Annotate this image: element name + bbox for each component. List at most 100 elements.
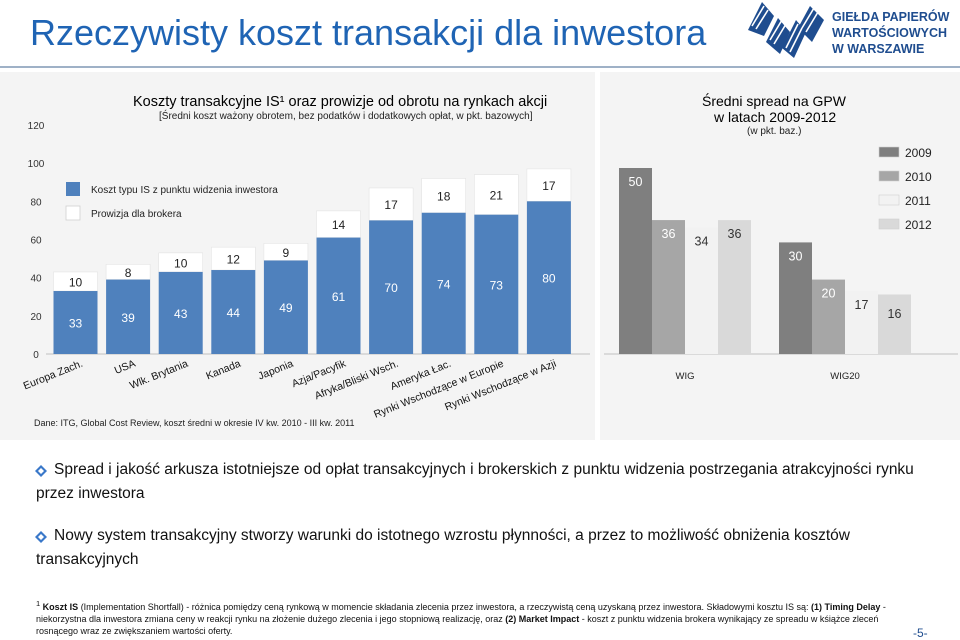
data-label-spread: 30: [789, 249, 803, 263]
data-label-spread: 36: [728, 227, 742, 241]
data-label-spread: 36: [662, 227, 676, 241]
bar-is-cost: [263, 260, 308, 354]
bar-spread-2009: [779, 242, 812, 354]
legend-swatch-is-cost: [66, 182, 80, 196]
bar-is-cost: [106, 279, 151, 354]
bar-spread-2009: [619, 168, 652, 354]
y-tick-label: 120: [28, 121, 45, 132]
data-label-is-cost: 80: [542, 272, 556, 286]
data-label-is-cost: 73: [490, 278, 504, 292]
y-tick-label: 60: [30, 236, 42, 247]
data-label-broker-fee: 21: [490, 189, 504, 203]
footnote-text-1: (Implementation Shortfall) - różnica pom…: [78, 602, 811, 612]
data-label-is-cost: 43: [174, 307, 188, 321]
data-label-broker-fee: 14: [332, 218, 346, 232]
footnote-term-3: (2) Market Impact: [505, 614, 580, 624]
logo-line-1: GIEŁDA PAPIERÓW: [832, 10, 950, 24]
bar-is-cost: [474, 214, 519, 354]
data-label-broker-fee: 12: [227, 253, 241, 267]
data-label-broker-fee: 9: [283, 246, 290, 260]
legend-label-is-cost: Koszt typu IS z punktu widzenia inwestor…: [91, 185, 278, 196]
data-label-broker-fee: 10: [69, 275, 83, 289]
data-label-spread: 20: [822, 287, 836, 301]
data-label-broker-fee: 10: [174, 256, 188, 270]
header-divider: [0, 66, 960, 68]
spread-chart-subtitle: (w pkt. baz.): [747, 126, 802, 137]
bullet-1-text: Spread i jakość arkusza istotniejsze od …: [36, 461, 914, 502]
legend-swatch-2012: [878, 218, 900, 230]
data-label-is-cost: 61: [332, 290, 346, 304]
bar-is-cost: [211, 270, 256, 354]
spread-chart-title-line2: w latach 2009-2012: [714, 109, 837, 125]
x-tick-label: WIG: [676, 371, 695, 382]
bar-spread-2011: [685, 227, 718, 354]
footnote-term: Koszt IS: [40, 602, 79, 612]
x-tick-label: Europa Zach.: [22, 358, 85, 393]
diamond-bullet-icon: [34, 462, 48, 477]
y-tick-label: 20: [30, 312, 42, 323]
bar-spread-2011: [845, 290, 878, 354]
y-tick-label: 40: [30, 274, 42, 285]
page-number: -5-: [913, 626, 928, 640]
bullet-1: Spread i jakość arkusza istotniejsze od …: [34, 458, 926, 506]
cost-chart-title: Koszty transakcyjne IS¹ oraz prowizje od…: [133, 94, 547, 110]
legend-swatch-broker-fee: [65, 205, 81, 221]
data-label-broker-fee: 17: [542, 179, 556, 193]
cost-chart: 0 20 40 60 80 100 120 33 10 Europa Zach. 39 8 USA 43 1…: [22, 121, 590, 421]
legend-label-2011: 2011: [905, 194, 931, 208]
footnote-text-3: - koszt z punktu widzenia brokera wynika…: [36, 614, 879, 636]
bar-spread-2012: [718, 220, 751, 354]
legend-label-broker-fee: Prowizja dla brokera: [91, 209, 182, 220]
data-label-spread: 17: [855, 298, 869, 312]
data-label-broker-fee: 18: [437, 190, 451, 204]
footnote-text-2: - niekorzystna dla inwestora zmiana ceny…: [36, 602, 886, 624]
x-tick-label: WIG20: [830, 371, 860, 382]
cost-chart-subtitle: [Średni koszt ważony obrotem, bez podatk…: [159, 111, 533, 122]
bar-broker-fee: [316, 210, 361, 238]
charts-svg: 0 20 40 60 80 100 120 33 10 Europa Zach. 39 8 USA 43 1…: [22, 121, 958, 421]
bar-is-cost: [369, 220, 414, 354]
spread-chart: 50 36 34 36 WIG 30 20 17 16 WIG20 2009 2010 2011 2012: [604, 146, 958, 382]
x-tick-label: USA: [113, 358, 138, 377]
legend-swatch-2011: [878, 194, 900, 206]
bar-broker-fee: [368, 187, 414, 221]
legend-label-2009: 2009: [905, 146, 932, 160]
bullet-2-text: Nowy system transakcyjny stworzy warunki…: [36, 527, 850, 568]
y-tick-label: 0: [33, 350, 39, 361]
logo-line-2: WARTOŚCIOWYCH: [832, 26, 948, 40]
page-title: Rzeczywisty koszt transakcji dla inwesto…: [30, 12, 707, 53]
bar-is-cost: [53, 291, 98, 354]
y-tick-label: 100: [28, 159, 45, 170]
bar-broker-fee: [421, 178, 467, 214]
data-label-broker-fee: 17: [384, 198, 398, 212]
bar-is-cost: [158, 271, 203, 354]
legend-label-2012: 2012: [905, 218, 932, 232]
bar-broker-fee: [526, 168, 572, 202]
footnote: 1 Koszt IS (Implementation Shortfall) - …: [36, 598, 886, 637]
gpw-logo-text: GIEŁDA PAPIERÓW WARTOŚCIOWYCH W WARSZAWI…: [832, 9, 949, 57]
bar-is-cost: [316, 237, 361, 354]
data-label-is-cost: 49: [279, 301, 293, 315]
data-label-spread: 16: [888, 307, 902, 321]
footnote-marker: 1: [36, 599, 41, 608]
footnote-term-2: (1) Timing Delay: [811, 602, 881, 612]
y-tick-label: 80: [30, 197, 42, 208]
data-label-broker-fee: 8: [125, 266, 132, 280]
spread-chart-title: Średni spread na GPW: [702, 93, 846, 109]
chart-source: Dane: ITG, Global Cost Review, koszt śre…: [34, 418, 355, 428]
data-label-is-cost: 39: [121, 311, 135, 325]
bar-spread-2010: [812, 279, 845, 354]
x-tick-label: Kanada: [204, 358, 242, 383]
data-label-is-cost: 70: [384, 281, 398, 295]
bar-spread-2012: [878, 294, 911, 354]
bar-broker-fee: [105, 264, 151, 280]
bar-spread-2010: [652, 220, 685, 354]
cost-chart-title-text: Koszty transakcyjne IS¹ oraz prowizje od…: [133, 94, 548, 110]
data-label-is-cost: 74: [437, 277, 451, 291]
bar-broker-fee: [473, 174, 519, 215]
data-label-spread: 50: [629, 175, 643, 189]
diamond-bullet-icon: [34, 528, 48, 543]
legend-swatch-2009: [878, 146, 900, 158]
data-label-spread: 34: [695, 235, 709, 249]
bar-is-cost: [421, 212, 466, 354]
